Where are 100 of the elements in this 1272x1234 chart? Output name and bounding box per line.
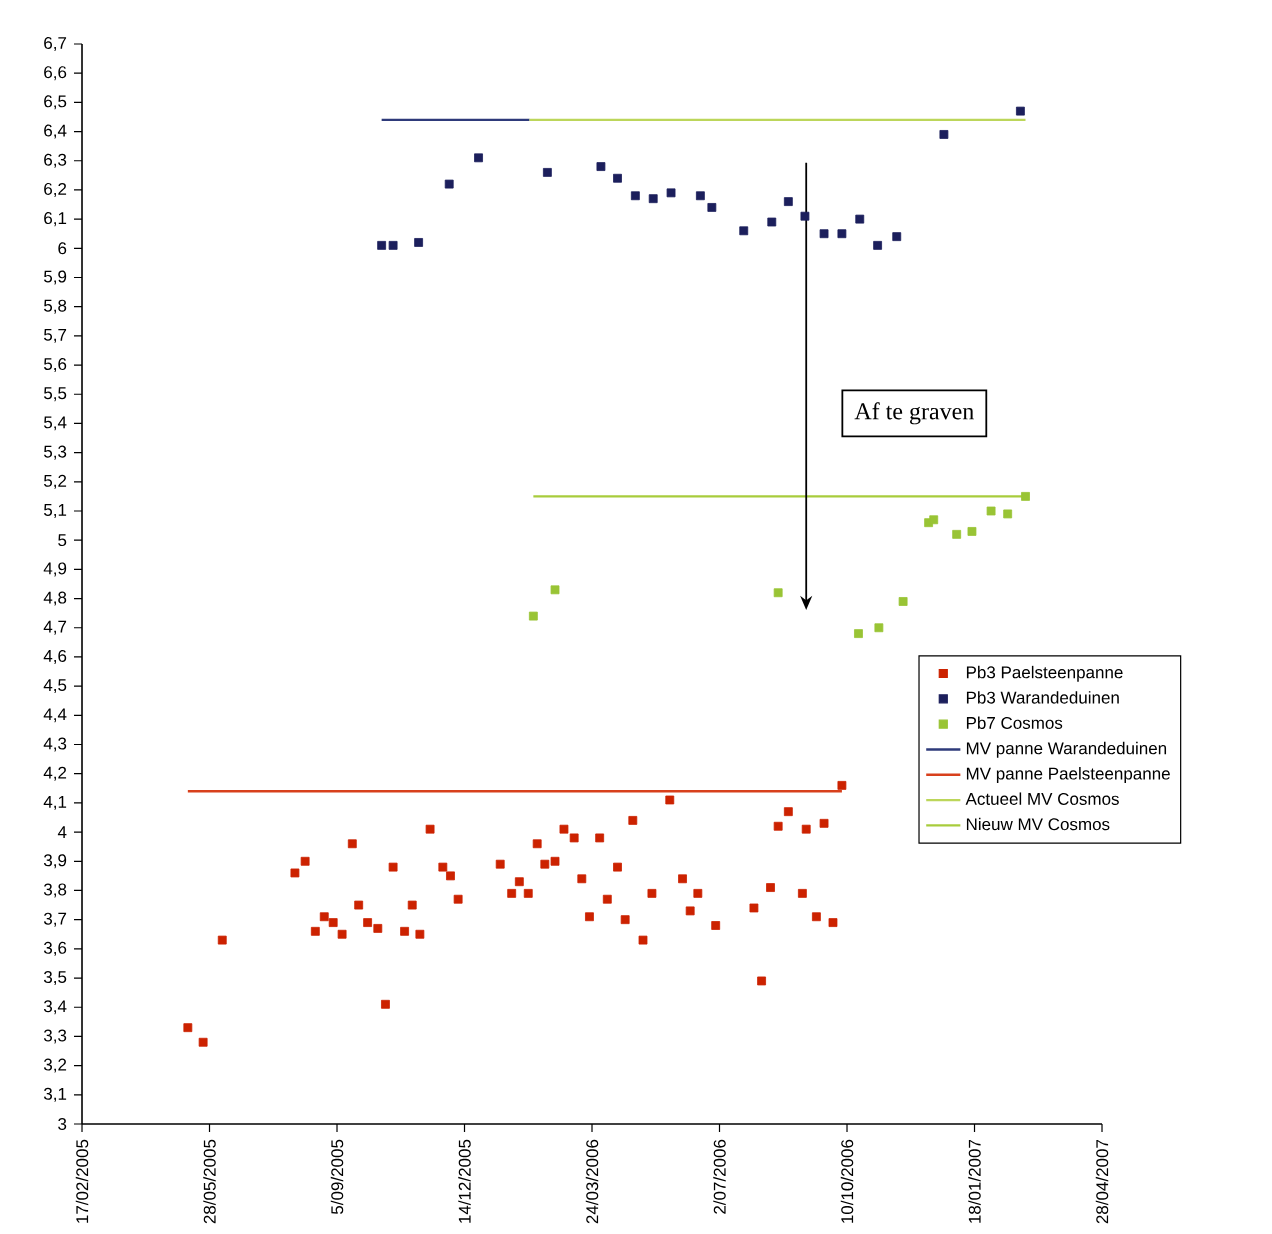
y-tick-label: 3,9 bbox=[43, 854, 67, 869]
y-tick-label: 4,6 bbox=[43, 649, 67, 664]
point bbox=[559, 824, 569, 834]
point bbox=[773, 821, 783, 831]
point bbox=[620, 915, 630, 925]
point bbox=[757, 976, 766, 986]
point bbox=[414, 238, 424, 247]
y-tick-label: 3,6 bbox=[43, 941, 67, 956]
x-tick-label: 10/10/2006 bbox=[840, 1139, 854, 1223]
point bbox=[528, 611, 538, 621]
point bbox=[797, 888, 807, 898]
legend-label: Pb7 Cosmos bbox=[966, 716, 1063, 729]
point bbox=[542, 168, 552, 177]
y-tick-label: 3,3 bbox=[43, 1029, 67, 1044]
x-tick-label: 17/02/2005 bbox=[75, 1139, 89, 1223]
point bbox=[767, 217, 777, 227]
point bbox=[801, 824, 811, 834]
y-tick-label: 5 bbox=[58, 534, 67, 547]
y-tick-label: 4 bbox=[57, 826, 67, 838]
point bbox=[595, 833, 605, 843]
x-tick-label: 2/07/2006 bbox=[713, 1139, 726, 1214]
point bbox=[474, 153, 483, 163]
x-tick-label: 14/12/2005 bbox=[458, 1139, 471, 1223]
point bbox=[507, 888, 517, 898]
legend-label: MV panne Paelsteenpanne bbox=[966, 767, 1170, 783]
point bbox=[666, 188, 676, 198]
y-tick-label: 3,4 bbox=[43, 1000, 67, 1015]
y-tick-label: 5,1 bbox=[44, 504, 67, 518]
point bbox=[381, 999, 390, 1009]
point bbox=[347, 839, 357, 849]
point bbox=[183, 1023, 193, 1033]
point bbox=[783, 197, 793, 206]
point bbox=[1016, 106, 1025, 116]
legend-label: Pb3 Paelsteenpanne bbox=[966, 665, 1123, 682]
legend-label: Pb3 Warandeduinen bbox=[966, 691, 1119, 704]
point bbox=[550, 856, 560, 866]
point bbox=[986, 506, 996, 516]
point bbox=[523, 888, 533, 898]
point bbox=[319, 912, 329, 922]
point bbox=[328, 918, 338, 927]
point bbox=[678, 874, 687, 884]
y-tick-label: 5,9 bbox=[44, 270, 67, 285]
point bbox=[739, 226, 749, 236]
legend-label: Nieuw MV Cosmos bbox=[966, 817, 1110, 831]
point bbox=[711, 921, 721, 930]
point bbox=[198, 1037, 208, 1047]
point bbox=[540, 859, 550, 869]
point bbox=[425, 824, 435, 834]
point bbox=[1003, 509, 1013, 519]
point bbox=[819, 818, 829, 828]
point bbox=[569, 833, 579, 843]
y-tick-label: 3,8 bbox=[43, 883, 67, 898]
point bbox=[647, 888, 657, 898]
point bbox=[819, 229, 829, 239]
y-tick-label: 6,5 bbox=[44, 95, 67, 110]
y-tick-label: 5,5 bbox=[44, 387, 67, 402]
x-tick-label: 5/09/2005 bbox=[330, 1139, 344, 1214]
point bbox=[855, 214, 865, 224]
legend-label: MV panne Warandeduinen bbox=[966, 741, 1167, 758]
point bbox=[828, 918, 838, 927]
y-tick-label: 4,2 bbox=[43, 766, 67, 781]
y-tick-label: 5,3 bbox=[44, 445, 67, 460]
point bbox=[407, 900, 417, 910]
point bbox=[217, 935, 227, 945]
point bbox=[300, 856, 310, 866]
x-tick-label: 24/03/2006 bbox=[585, 1139, 599, 1224]
point bbox=[310, 926, 320, 936]
point bbox=[602, 894, 612, 904]
y-tick-label: 5,6 bbox=[44, 358, 67, 373]
annotation: Af te graven bbox=[854, 402, 974, 425]
point bbox=[550, 585, 560, 595]
point bbox=[388, 240, 398, 250]
y-tick-label: 6 bbox=[58, 242, 67, 255]
y-tick-label: 6,7 bbox=[44, 36, 67, 51]
y-tick-label: 5,7 bbox=[44, 328, 67, 343]
y-tick-label: 5,4 bbox=[44, 416, 67, 431]
y-tick-label: 4,1 bbox=[43, 795, 67, 810]
point bbox=[377, 240, 387, 250]
point bbox=[613, 862, 622, 872]
y-tick-label: 6,6 bbox=[44, 66, 67, 81]
y-tick-label: 4,9 bbox=[43, 562, 67, 577]
point bbox=[1021, 492, 1030, 501]
point bbox=[514, 877, 524, 887]
point bbox=[613, 173, 622, 183]
point bbox=[363, 918, 372, 927]
point bbox=[585, 912, 594, 922]
y-tick-label: 4,7 bbox=[43, 620, 67, 635]
point bbox=[373, 924, 383, 933]
point bbox=[354, 900, 364, 910]
y-tick-label: 4,8 bbox=[43, 591, 67, 606]
y-tick-label: 6,2 bbox=[44, 182, 67, 197]
point bbox=[337, 929, 347, 939]
point bbox=[596, 162, 606, 171]
y-tick-label: 5,2 bbox=[44, 474, 67, 489]
y-tick-label: 3,5 bbox=[43, 971, 67, 986]
point bbox=[929, 515, 939, 525]
y-tick-label: 4,3 bbox=[43, 737, 67, 752]
point bbox=[773, 588, 783, 598]
x-tick-label: 18/01/2007 bbox=[968, 1139, 981, 1223]
y-tick-label: 6,1 bbox=[44, 212, 67, 227]
